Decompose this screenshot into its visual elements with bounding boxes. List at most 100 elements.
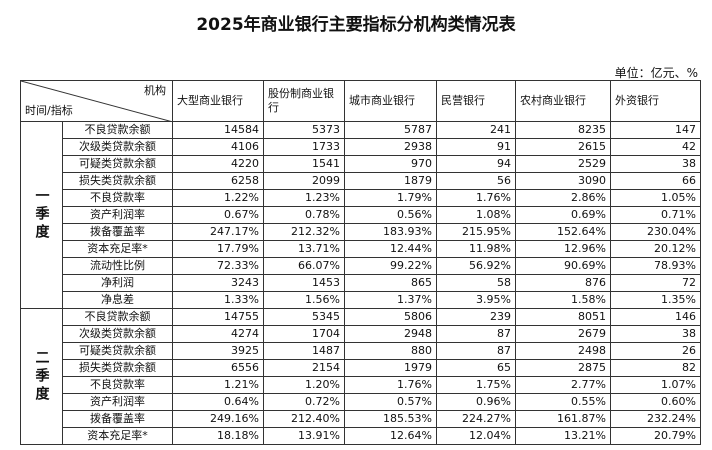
value-cell: 20.79% — [610, 427, 701, 445]
value-cell: 1979 — [344, 359, 437, 377]
row-label: 拨备覆盖率 — [62, 223, 173, 241]
table-row: 资本充足率* 17.79% 13.71% 12.44% 11.98% 12.96% 20.1… — [21, 240, 701, 258]
value-cell: 0.56% — [344, 206, 437, 224]
value-cell: 13.21% — [515, 427, 611, 445]
column-header: 大型商业银行 — [172, 80, 264, 122]
table-row: 二季度 不良贷款余额 14755 5345 5806 239 8051 146 — [20, 308, 701, 445]
table-row: 一季度 不良贷款余额 14584 5373 5787 241 8235 147 — [20, 121, 701, 309]
value-cell: 2154 — [263, 359, 345, 377]
value-cell: 970 — [344, 155, 437, 173]
value-cell: 12.04% — [436, 427, 516, 445]
value-cell: 876 — [515, 274, 611, 292]
value-cell: 224.27% — [436, 410, 516, 428]
value-cell: 1.56% — [263, 291, 345, 309]
value-cell: 1.75% — [436, 376, 516, 394]
value-cell: 1.23% — [263, 189, 345, 207]
value-cell: 215.95% — [436, 223, 516, 241]
value-cell: 152.64% — [515, 223, 611, 241]
value-cell: 17.79% — [172, 240, 264, 258]
row-label: 次级类贷款余额 — [62, 138, 173, 156]
value-cell: 0.78% — [263, 206, 345, 224]
period-cell: 二季度 — [20, 308, 63, 445]
value-cell: 239 — [436, 308, 516, 326]
row-label: 资产利润率 — [62, 393, 173, 411]
value-cell: 1.08% — [436, 206, 516, 224]
value-cell: 12.96% — [515, 240, 611, 258]
row-label: 净息差 — [62, 291, 173, 309]
value-cell: 2099 — [263, 172, 345, 190]
value-cell: 1.07% — [610, 376, 701, 394]
value-cell: 2615 — [515, 138, 611, 156]
value-cell: 87 — [436, 325, 516, 343]
value-cell: 0.69% — [515, 206, 611, 224]
value-cell: 1704 — [263, 325, 345, 343]
value-cell: 0.57% — [344, 393, 437, 411]
value-cell: 880 — [344, 342, 437, 360]
value-cell: 58 — [436, 274, 516, 292]
value-cell: 2875 — [515, 359, 611, 377]
value-cell: 0.64% — [172, 393, 264, 411]
value-cell: 1.76% — [436, 189, 516, 207]
table-body: 一季度 不良贷款余额 14584 5373 5787 241 8235 147 次级类贷款余额 4… — [20, 121, 701, 445]
value-cell: 11.98% — [436, 240, 516, 258]
value-cell: 1.20% — [263, 376, 345, 394]
value-cell: 230.04% — [610, 223, 701, 241]
value-cell: 4106 — [172, 138, 264, 156]
value-cell: 147 — [610, 121, 701, 139]
value-cell: 5373 — [263, 121, 345, 139]
value-cell: 1.58% — [515, 291, 611, 309]
row-label: 可疑类贷款余额 — [62, 342, 173, 360]
value-cell: 865 — [344, 274, 437, 292]
value-cell: 1.05% — [610, 189, 701, 207]
value-cell: 26 — [610, 342, 701, 360]
table-row: 损失类贷款余额 6556 2154 1979 65 2875 82 — [21, 359, 701, 377]
value-cell: 4220 — [172, 155, 264, 173]
value-cell: 0.72% — [263, 393, 345, 411]
value-cell: 8051 — [515, 308, 611, 326]
row-label: 损失类贷款余额 — [62, 172, 173, 190]
row-label: 不良贷款率 — [62, 376, 173, 394]
row-label: 不良贷款率 — [62, 189, 173, 207]
value-cell: 2938 — [344, 138, 437, 156]
value-cell: 1453 — [263, 274, 345, 292]
value-cell: 2529 — [515, 155, 611, 173]
row-label: 流动性比例 — [62, 257, 173, 275]
column-header: 外资银行 — [610, 80, 701, 122]
value-cell: 12.64% — [344, 427, 437, 445]
value-cell: 0.71% — [610, 206, 701, 224]
value-cell: 4274 — [172, 325, 264, 343]
value-cell: 72.33% — [172, 257, 264, 275]
period-cell: 一季度 — [20, 121, 63, 309]
value-cell: 14584 — [172, 121, 264, 139]
value-cell: 1.21% — [172, 376, 264, 394]
row-label: 次级类贷款余额 — [62, 325, 173, 343]
table-row: 不良贷款率 1.22% 1.23% 1.79% 1.76% 2.86% 1.05% — [21, 189, 701, 207]
value-cell: 38 — [610, 325, 701, 343]
value-cell: 82 — [610, 359, 701, 377]
value-cell: 5345 — [263, 308, 345, 326]
row-label: 净利润 — [62, 274, 173, 292]
value-cell: 18.18% — [172, 427, 264, 445]
row-label: 损失类贷款余额 — [62, 359, 173, 377]
column-header: 民营银行 — [436, 80, 516, 122]
value-cell: 94 — [436, 155, 516, 173]
value-cell: 3.95% — [436, 291, 516, 309]
value-cell: 249.16% — [172, 410, 264, 428]
row-label: 资产利润率 — [62, 206, 173, 224]
value-cell: 1733 — [263, 138, 345, 156]
value-cell: 12.44% — [344, 240, 437, 258]
value-cell: 14755 — [172, 308, 264, 326]
table-row: 次级类贷款余额 4274 1704 2948 87 2679 38 — [21, 325, 701, 343]
value-cell: 42 — [610, 138, 701, 156]
value-cell: 8235 — [515, 121, 611, 139]
value-cell: 87 — [436, 342, 516, 360]
title: 2025年商业银行主要指标分机构类情况表 — [196, 15, 516, 35]
value-cell: 2948 — [344, 325, 437, 343]
value-cell: 3925 — [172, 342, 264, 360]
value-cell: 1541 — [263, 155, 345, 173]
value-cell: 1.76% — [344, 376, 437, 394]
table-row: 资产利润率 0.64% 0.72% 0.57% 0.96% 0.55% 0.60% — [21, 393, 701, 411]
value-cell: 146 — [610, 308, 701, 326]
value-cell: 161.87% — [515, 410, 611, 428]
value-cell: 0.60% — [610, 393, 701, 411]
